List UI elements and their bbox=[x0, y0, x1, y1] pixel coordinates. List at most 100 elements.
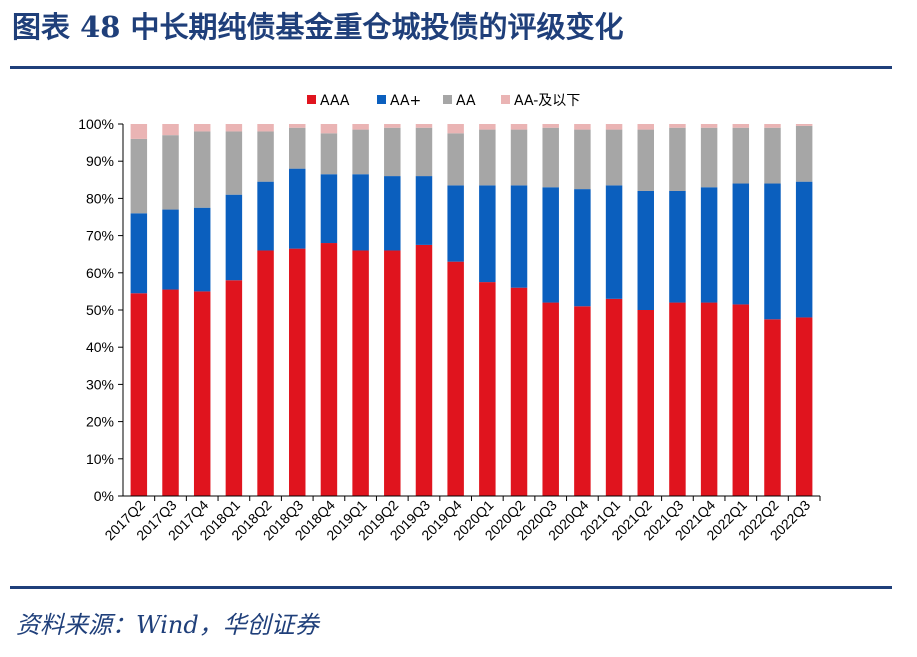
bar-aaa-2017q3 bbox=[162, 289, 179, 496]
source-note: 资料来源：Wind，华创证券 bbox=[16, 611, 319, 639]
bar-aaa-2018q4 bbox=[320, 243, 338, 496]
bar-aa-2019q3 bbox=[415, 127, 433, 177]
stacked-bar-chart: AAA AA+ AA AA-及以下 0% 10% 20% 30% 40% 50% 60% 70% 80… bbox=[78, 93, 821, 543]
legend-label-aaa: AAA bbox=[320, 93, 350, 109]
bar-aa-2018q1 bbox=[225, 124, 243, 132]
bar-aaplus-2021q3 bbox=[669, 190, 686, 303]
bar-aaplus-2020q4 bbox=[574, 189, 591, 307]
y-tick-label: 50% bbox=[86, 302, 114, 318]
bar-aaplus-2017q3 bbox=[162, 209, 179, 290]
bar-aa-2021q4 bbox=[700, 127, 718, 188]
bar-aa-2018q2 bbox=[257, 131, 274, 182]
bar-aaplus-2019q3 bbox=[415, 176, 433, 245]
bar-aaplus-2019q2 bbox=[384, 176, 401, 251]
bar-aa-2021q3 bbox=[669, 124, 686, 128]
bar-aaplus-2022q1 bbox=[732, 183, 750, 305]
y-tick-label: 10% bbox=[86, 451, 114, 467]
legend: AAA AA+ AA AA-及以下 bbox=[307, 93, 580, 109]
bar-aa-2018q3 bbox=[289, 127, 306, 169]
bars bbox=[130, 124, 813, 496]
bar-aa-2019q4 bbox=[447, 133, 464, 186]
x-axis: 2017Q22017Q32017Q42018Q12018Q22018Q32018… bbox=[101, 495, 821, 543]
bar-aa-2022q1 bbox=[732, 127, 750, 184]
legend-swatch-aaplus bbox=[377, 95, 386, 104]
bar-aa-2018q4 bbox=[320, 124, 338, 134]
y-tick-label: 100% bbox=[78, 116, 114, 132]
bar-aa-2020q1 bbox=[479, 129, 496, 186]
bar-aa-2018q4 bbox=[320, 133, 338, 175]
bar-aa-2018q1 bbox=[225, 131, 243, 195]
footer-rule bbox=[10, 586, 892, 589]
bar-aa-2020q4 bbox=[574, 124, 591, 130]
legend-swatch-aa bbox=[443, 95, 452, 104]
bar-aaa-2020q2 bbox=[510, 287, 528, 496]
bar-aaa-2020q1 bbox=[479, 282, 496, 496]
bar-aa-2017q4 bbox=[193, 124, 211, 132]
bar-aaplus-2018q2 bbox=[257, 181, 274, 251]
bar-aa-2021q1 bbox=[605, 129, 623, 186]
legend-swatch-aa bbox=[501, 95, 510, 104]
bar-aaa-2020q4 bbox=[574, 306, 591, 496]
bar-aaa-2022q1 bbox=[732, 304, 750, 496]
bar-aa-2020q2 bbox=[510, 129, 528, 186]
y-tick-label: 30% bbox=[86, 376, 114, 392]
bar-aa-2017q3 bbox=[162, 124, 179, 136]
bar-aaa-2021q3 bbox=[669, 302, 686, 496]
y-tick-label: 40% bbox=[86, 339, 114, 355]
y-tick-label: 0% bbox=[94, 488, 114, 504]
bar-aaa-2018q1 bbox=[225, 280, 243, 496]
bar-aaplus-2017q2 bbox=[130, 213, 148, 294]
bar-aaplus-2022q2 bbox=[764, 183, 781, 320]
bar-aaa-2021q2 bbox=[637, 310, 654, 496]
bar-aaa-2017q2 bbox=[130, 293, 148, 496]
bar-aa-2019q2 bbox=[384, 127, 401, 177]
bar-aaa-2019q2 bbox=[384, 250, 401, 496]
bar-aa-2017q2 bbox=[130, 124, 148, 139]
legend-label-aa: AA-及以下 bbox=[514, 93, 580, 109]
bar-aaplus-2021q2 bbox=[637, 190, 654, 310]
bar-aaa-2021q4 bbox=[700, 302, 718, 496]
bar-aaa-2019q4 bbox=[447, 261, 464, 496]
y-tick-label: 20% bbox=[86, 414, 114, 430]
bar-aaplus-2020q2 bbox=[510, 185, 528, 288]
title-rule bbox=[10, 66, 892, 69]
bar-aaplus-2021q4 bbox=[700, 187, 718, 303]
bar-aaplus-2018q3 bbox=[289, 168, 306, 249]
legend-label-aa: AA bbox=[456, 93, 476, 109]
bar-aa-2017q3 bbox=[162, 135, 179, 210]
bar-aaa-2021q1 bbox=[605, 298, 623, 496]
bar-aa-2022q3 bbox=[795, 125, 813, 182]
bar-aaplus-2018q4 bbox=[320, 174, 338, 244]
bar-aa-2021q1 bbox=[605, 124, 623, 130]
bar-aaplus-2020q1 bbox=[479, 185, 496, 283]
bar-aaa-2019q3 bbox=[415, 244, 433, 496]
bar-aaplus-2022q3 bbox=[795, 181, 813, 318]
bar-aaplus-2017q4 bbox=[193, 207, 211, 292]
bar-aa-2021q4 bbox=[700, 124, 718, 128]
legend-label-aaplus: AA+ bbox=[390, 93, 421, 109]
bar-aa-2017q4 bbox=[193, 131, 211, 208]
bar-aa-2021q2 bbox=[637, 129, 654, 191]
y-tick-label: 90% bbox=[86, 153, 114, 169]
bar-aa-2022q1 bbox=[732, 124, 750, 128]
bar-aa-2020q1 bbox=[479, 124, 496, 130]
bar-aaplus-2018q1 bbox=[225, 194, 243, 281]
bar-aa-2020q3 bbox=[542, 127, 559, 188]
y-tick-label: 60% bbox=[86, 265, 114, 281]
bar-aa-2020q3 bbox=[542, 124, 559, 128]
bar-aa-2022q2 bbox=[764, 127, 781, 184]
bar-aaplus-2019q4 bbox=[447, 185, 464, 262]
bar-aaa-2020q3 bbox=[542, 302, 559, 496]
bar-aa-2019q2 bbox=[384, 124, 401, 128]
bar-aa-2020q4 bbox=[574, 129, 591, 190]
y-tick-label: 80% bbox=[86, 190, 114, 206]
bar-aa-2022q3 bbox=[795, 124, 813, 126]
bar-aa-2019q1 bbox=[352, 129, 369, 175]
figure-title: 图表 48 中长期纯债基金重仓城投债的评级变化 bbox=[12, 10, 624, 44]
bar-aa-2019q4 bbox=[447, 124, 464, 134]
bar-aa-2017q2 bbox=[130, 138, 148, 214]
bar-aa-2019q1 bbox=[352, 124, 369, 130]
y-axis: 0% 10% 20% 30% 40% 50% 60% 70% 80% 90% 100% bbox=[78, 116, 124, 504]
bar-aaa-2018q2 bbox=[257, 250, 274, 496]
bar-aaplus-2019q1 bbox=[352, 174, 369, 251]
